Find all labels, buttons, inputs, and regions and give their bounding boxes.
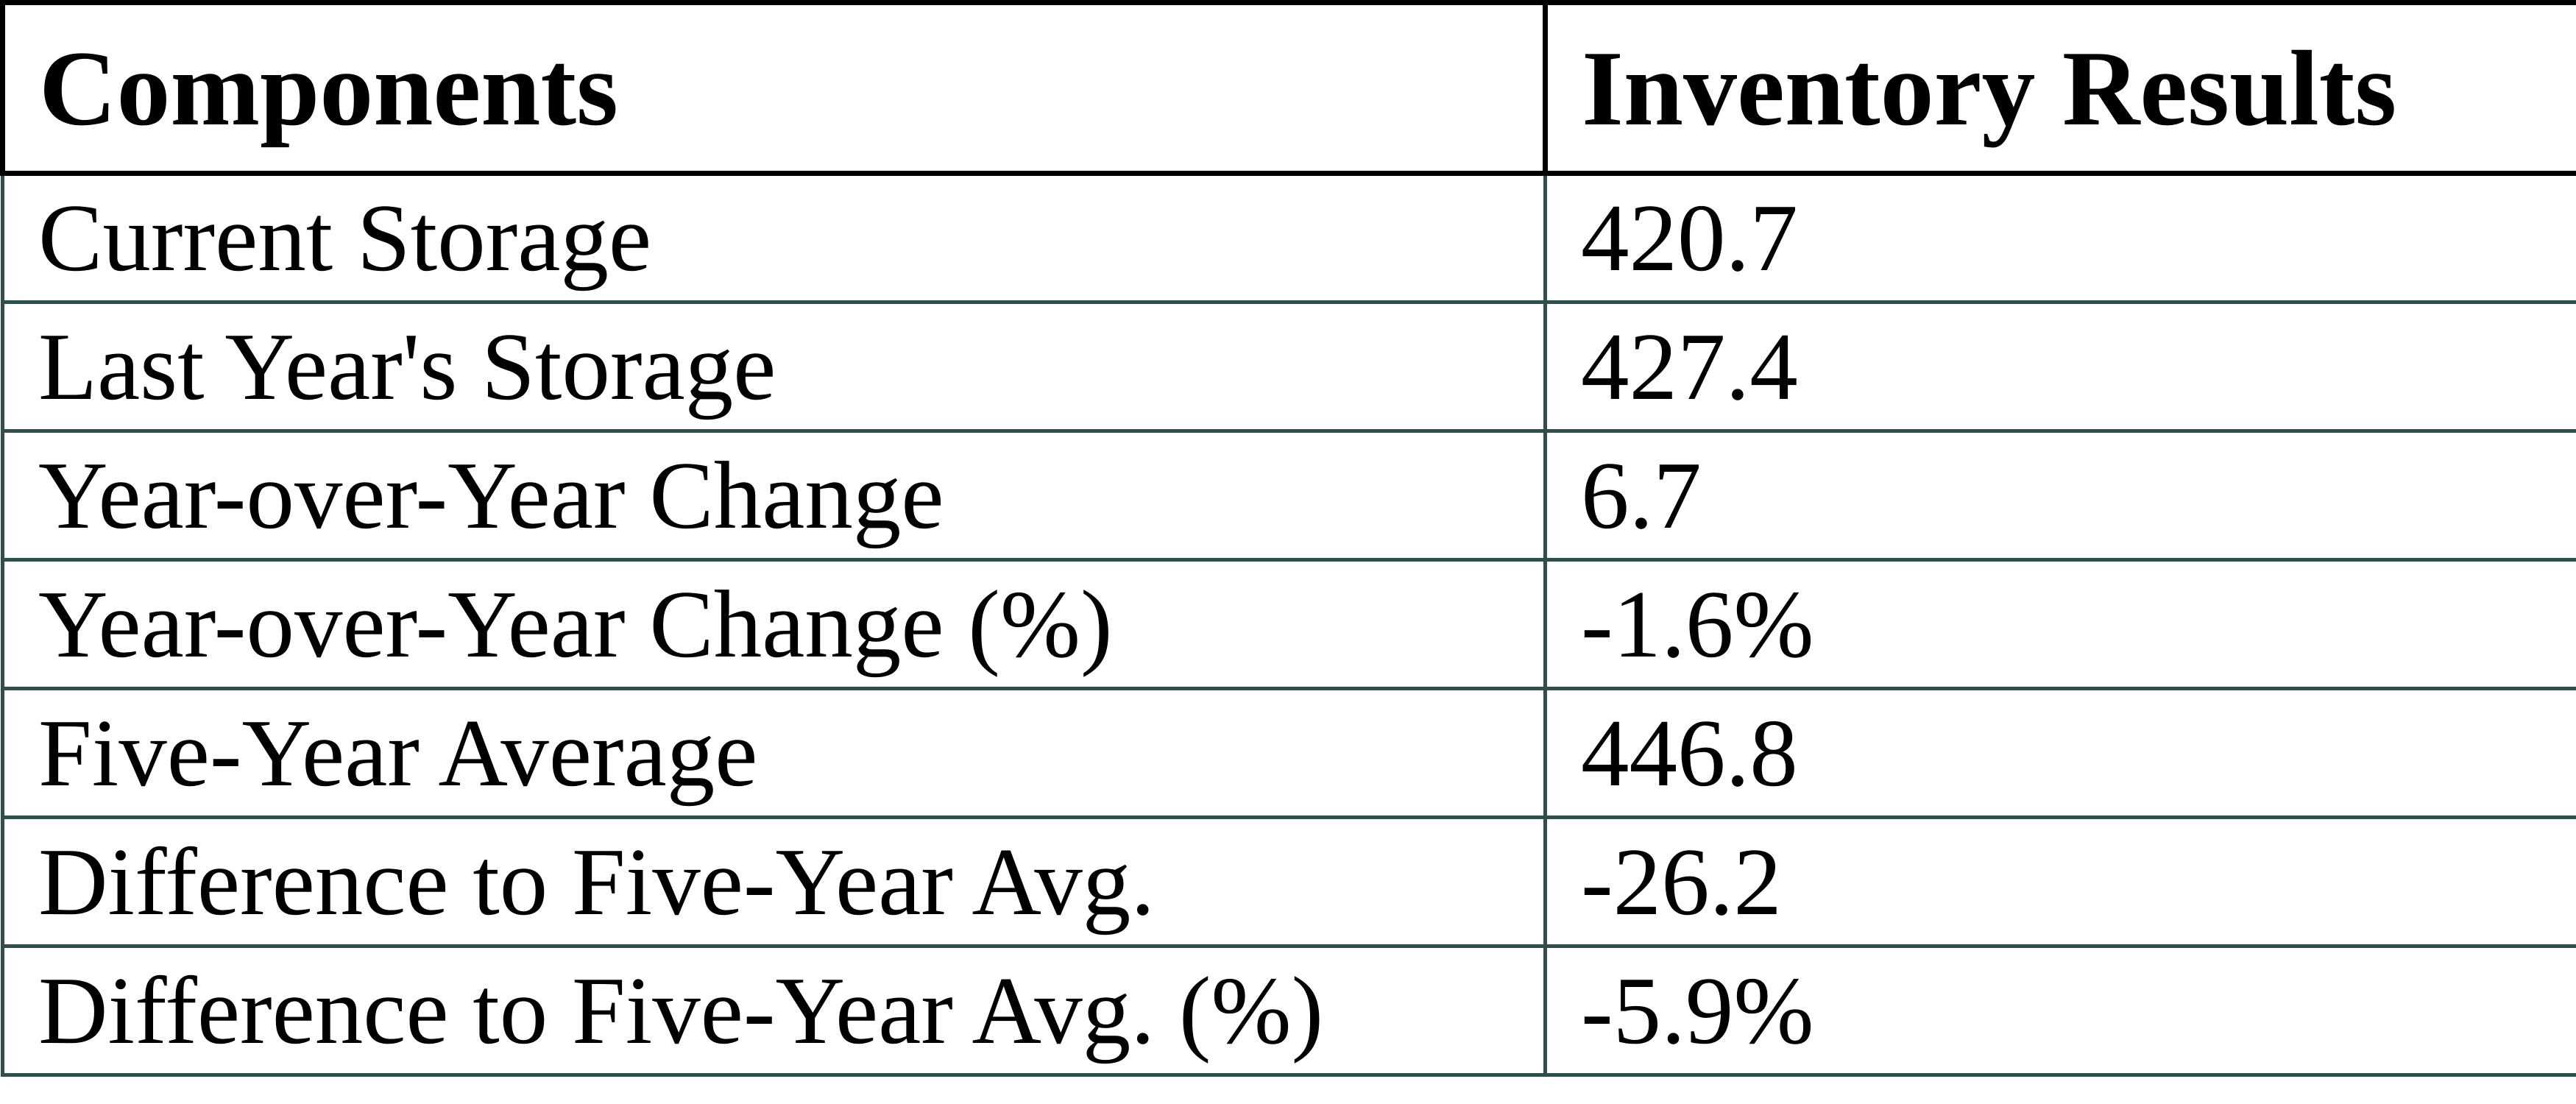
- row-value-cell: -26.2: [1543, 815, 2576, 948]
- row-label-cell: Current Storage: [1, 171, 1547, 304]
- table-row: Current Storage 420.7: [1, 171, 2576, 304]
- header-cell-components: Components: [0, 0, 1548, 176]
- table-header-row: Components Inventory Results: [0, 0, 2576, 176]
- row-value-cell: 446.8: [1543, 687, 2576, 819]
- inventory-table: Components Inventory Results Current Sto…: [0, 0, 2576, 1077]
- table-row: Last Year's Storage 427.4: [1, 300, 2576, 433]
- table-row: Difference to Five-Year Avg. -26.2: [1, 815, 2576, 948]
- table-row: Difference to Five-Year Avg. (%) -5.9%: [1, 944, 2576, 1077]
- table-row: Five-Year Average 446.8: [1, 687, 2576, 819]
- table-row: Year-over-Year Change (%) -1.6%: [1, 558, 2576, 690]
- row-label-cell: Year-over-Year Change (%): [1, 558, 1547, 690]
- row-label-cell: Difference to Five-Year Avg.: [1, 815, 1547, 948]
- row-value-cell: 420.7: [1543, 171, 2576, 304]
- row-value-cell: -1.6%: [1543, 558, 2576, 690]
- row-label-cell: Difference to Five-Year Avg. (%): [1, 944, 1547, 1077]
- row-label-cell: Last Year's Storage: [1, 300, 1547, 433]
- row-value-cell: -5.9%: [1543, 944, 2576, 1077]
- row-label-cell: Year-over-Year Change: [1, 429, 1547, 562]
- row-label-cell: Five-Year Average: [1, 687, 1547, 819]
- header-cell-inventory-results: Inventory Results: [1543, 0, 2576, 176]
- row-value-cell: 427.4: [1543, 300, 2576, 433]
- row-value-cell: 6.7: [1543, 429, 2576, 562]
- table-row: Year-over-Year Change 6.7: [1, 429, 2576, 562]
